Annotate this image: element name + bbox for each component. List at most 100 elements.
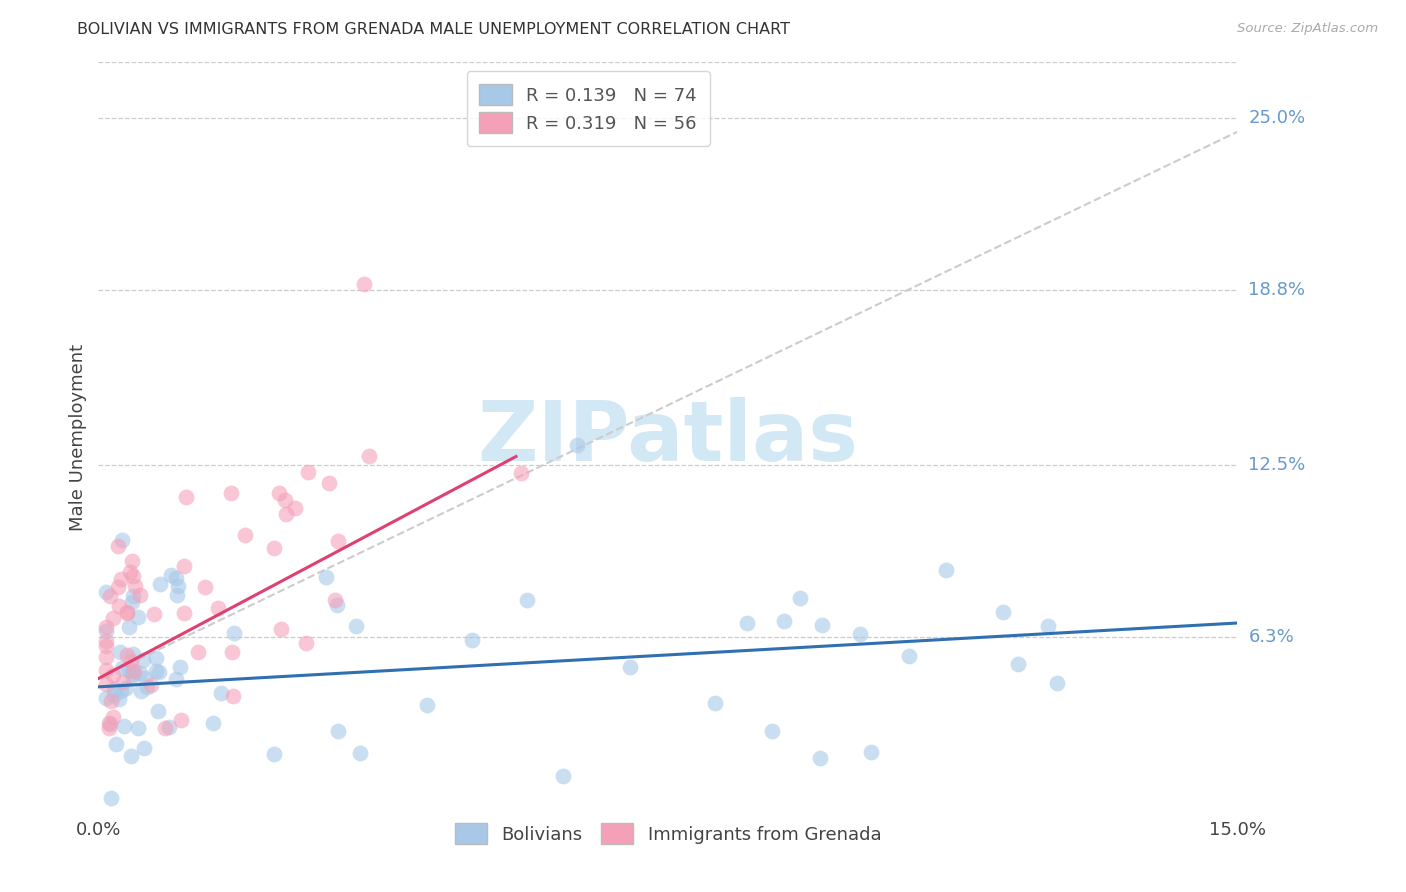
Point xyxy=(166,578,188,592)
Point xyxy=(297,466,319,480)
Point xyxy=(935,563,957,577)
Point xyxy=(110,533,132,547)
Point xyxy=(108,645,131,659)
Point xyxy=(94,634,117,648)
Point xyxy=(121,554,143,568)
Point xyxy=(146,705,169,719)
Point xyxy=(789,591,811,605)
Point xyxy=(991,605,1014,619)
Point xyxy=(318,476,340,491)
Legend: Bolivians, Immigrants from Grenada: Bolivians, Immigrants from Grenada xyxy=(447,816,889,851)
Point xyxy=(170,713,193,727)
Point xyxy=(207,600,229,615)
Y-axis label: Male Unemployment: Male Unemployment xyxy=(69,343,87,531)
Point xyxy=(173,558,195,573)
Point xyxy=(148,577,170,591)
Point xyxy=(344,619,367,633)
Point xyxy=(416,698,439,712)
Point xyxy=(209,686,232,700)
Point xyxy=(103,688,125,702)
Point xyxy=(121,595,143,609)
Point xyxy=(898,648,921,663)
Point xyxy=(704,696,727,710)
Point xyxy=(166,588,188,602)
Point xyxy=(461,633,484,648)
Point xyxy=(120,748,142,763)
Point xyxy=(219,486,242,500)
Point xyxy=(94,663,117,677)
Point xyxy=(808,751,831,765)
Point xyxy=(132,652,155,666)
Point xyxy=(100,694,122,708)
Point xyxy=(115,605,138,619)
Point xyxy=(110,572,132,586)
Point xyxy=(267,486,290,500)
Point xyxy=(1007,657,1029,671)
Point xyxy=(122,590,145,604)
Point xyxy=(565,438,588,452)
Point xyxy=(143,607,166,622)
Text: Source: ZipAtlas.com: Source: ZipAtlas.com xyxy=(1237,22,1378,36)
Point xyxy=(122,647,145,661)
Text: 18.8%: 18.8% xyxy=(1249,281,1305,299)
Point xyxy=(101,668,124,682)
Text: 12.5%: 12.5% xyxy=(1249,456,1306,474)
Point xyxy=(619,660,641,674)
Text: BOLIVIAN VS IMMIGRANTS FROM GRENADA MALE UNEMPLOYMENT CORRELATION CHART: BOLIVIAN VS IMMIGRANTS FROM GRENADA MALE… xyxy=(77,22,790,37)
Point xyxy=(118,620,141,634)
Point xyxy=(155,722,177,736)
Point xyxy=(98,589,121,603)
Point xyxy=(274,507,297,521)
Point xyxy=(221,644,243,658)
Point xyxy=(157,720,180,734)
Text: 6.3%: 6.3% xyxy=(1249,628,1294,646)
Point xyxy=(516,593,538,607)
Point xyxy=(122,569,145,583)
Point xyxy=(328,724,350,739)
Point xyxy=(94,624,117,638)
Point xyxy=(284,501,307,516)
Point xyxy=(222,689,245,703)
Point xyxy=(263,541,285,556)
Point xyxy=(107,581,129,595)
Point xyxy=(315,569,337,583)
Point xyxy=(160,568,183,582)
Point xyxy=(128,665,150,680)
Point xyxy=(139,678,162,692)
Point xyxy=(263,747,285,762)
Point xyxy=(295,636,318,650)
Point xyxy=(735,615,758,630)
Point xyxy=(98,722,121,736)
Point xyxy=(551,769,574,783)
Point xyxy=(98,717,121,731)
Point xyxy=(353,277,375,292)
Point xyxy=(134,671,156,685)
Point xyxy=(127,721,149,735)
Point xyxy=(121,666,143,681)
Point xyxy=(224,626,246,640)
Point xyxy=(810,617,832,632)
Point xyxy=(121,669,143,683)
Point xyxy=(94,620,117,634)
Point xyxy=(94,584,117,599)
Point xyxy=(349,747,371,761)
Point xyxy=(1046,676,1069,690)
Point xyxy=(187,645,209,659)
Point xyxy=(100,790,122,805)
Point xyxy=(165,672,187,686)
Point xyxy=(118,663,141,677)
Point xyxy=(129,684,152,698)
Point xyxy=(510,466,533,480)
Point xyxy=(165,571,187,585)
Point xyxy=(145,664,167,678)
Point xyxy=(148,665,170,680)
Point xyxy=(98,716,121,731)
Point xyxy=(108,692,131,706)
Point xyxy=(357,450,380,464)
Point xyxy=(101,611,124,625)
Point xyxy=(107,539,129,553)
Point xyxy=(94,639,117,653)
Point xyxy=(326,598,349,612)
Point xyxy=(128,609,150,624)
Point xyxy=(94,691,117,706)
